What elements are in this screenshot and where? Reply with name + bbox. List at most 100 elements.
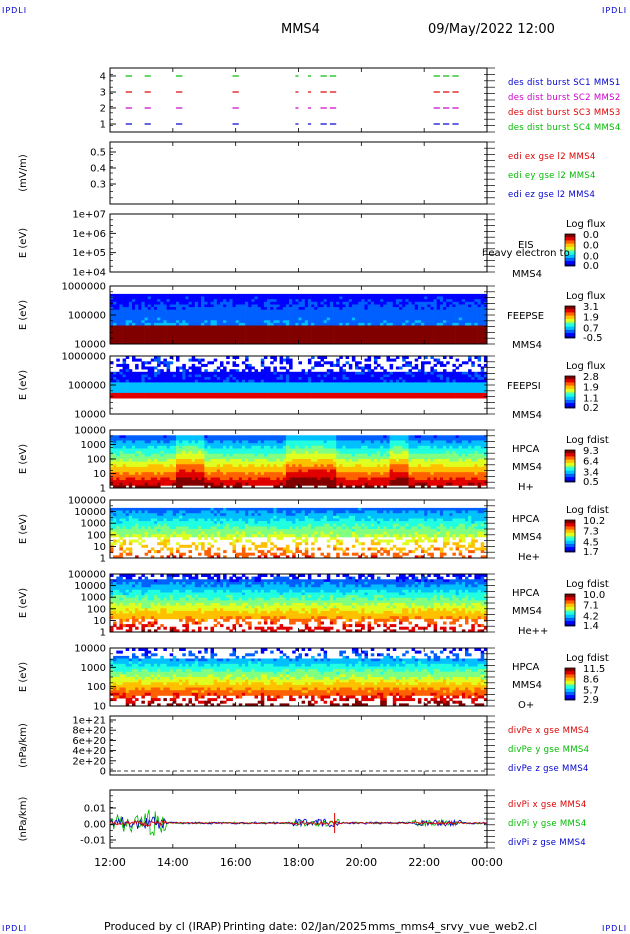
spectrogram-cell (235, 293, 240, 297)
spectrogram-cell (204, 307, 208, 311)
spectrogram-cell (198, 385, 202, 388)
spectrogram-cell (421, 390, 425, 394)
spectrogram-cell (150, 374, 155, 378)
spectrogram-cell (210, 328, 214, 332)
spectrogram-cell (182, 328, 186, 332)
spectrogram-cell (436, 301, 441, 305)
spectrogram-cell (251, 377, 255, 381)
spectrogram-cell (474, 379, 478, 383)
spectrogram-cell (172, 312, 177, 316)
spectrogram-cell (471, 448, 475, 452)
spectrogram-cell (411, 392, 416, 396)
spectrogram-cell (455, 325, 460, 329)
spectrogram-cell (150, 451, 155, 455)
spectrogram-cell (471, 445, 475, 449)
spectrogram-cell (229, 304, 233, 308)
spectrogram-cell (119, 369, 123, 373)
spectrogram-cell (377, 395, 381, 399)
spectrogram-cell (348, 443, 353, 447)
spectrogram-cell (191, 448, 196, 452)
spectrogram-cell (336, 322, 340, 326)
spectrogram-cell (311, 309, 315, 313)
spectrogram-cell (147, 325, 152, 329)
colorbar-segment (565, 406, 575, 409)
spectrogram-cell (370, 309, 375, 313)
spectrogram-cell (172, 385, 177, 388)
spectrogram-cell (154, 299, 158, 303)
spectrogram-cell (273, 443, 277, 447)
spectrogram-cell (185, 307, 189, 311)
spectrogram-cell (116, 448, 120, 452)
spectrogram-cell (417, 445, 422, 449)
spectrogram-cell (471, 363, 475, 367)
spectrogram-cell (235, 304, 240, 308)
spectrogram-cell (317, 443, 321, 447)
spectrogram-cell (461, 443, 466, 447)
spectrogram-cell (207, 330, 211, 334)
spectrogram-cell (232, 445, 236, 449)
spectrogram-cell (135, 443, 139, 447)
spectrogram-cell (383, 320, 387, 324)
spectrogram-cell (282, 437, 287, 441)
spectrogram-cell (455, 299, 460, 303)
spectrogram-cell (468, 385, 472, 388)
spectrogram-cell (216, 317, 221, 321)
spectrogram-cell (270, 328, 274, 332)
spectrogram-cell (424, 296, 428, 300)
spectrogram-cell (235, 390, 240, 394)
spectrogram-cell (210, 293, 214, 297)
spectrogram-cell (361, 437, 365, 441)
spectrogram-cell (248, 317, 252, 321)
spectrogram-cell (128, 296, 133, 300)
spectrogram-cell (408, 377, 412, 381)
spectrogram-cell (147, 312, 152, 316)
spectrogram-cell (399, 320, 403, 324)
spectrogram-cell (449, 341, 453, 345)
spectrogram-cell (216, 296, 221, 300)
spectrogram-cell (157, 363, 161, 367)
spectrogram-cell (210, 443, 214, 447)
spectrogram-cell (326, 293, 331, 297)
spectrogram-cell (311, 307, 315, 311)
spectrogram-cell (351, 379, 356, 383)
spectrogram-cell (251, 341, 255, 345)
spectrogram-cell (198, 293, 202, 297)
spectrogram-cell (449, 320, 453, 324)
spectrogram-cell (373, 435, 378, 439)
spectrogram-cell (235, 341, 240, 345)
panel-1 (109, 67, 495, 133)
spectrogram-cell (182, 390, 186, 394)
spectrogram-cell (333, 338, 337, 342)
spectrogram-cell (169, 312, 174, 316)
spectrogram-cell (119, 379, 123, 383)
spectrogram-cell (449, 336, 453, 340)
spectrogram-cell (389, 390, 394, 394)
spectrogram-cell (458, 315, 463, 318)
spectrogram-cell (116, 309, 120, 313)
spectrogram-cell (169, 392, 174, 396)
spectrogram-cell (204, 445, 208, 449)
spectrogram-cell (452, 299, 456, 303)
spectrogram-cell (317, 309, 321, 313)
spectrogram-cell (399, 395, 403, 399)
spectrogram-cell (128, 369, 133, 373)
spectrogram-cell (446, 395, 450, 399)
spectrogram-cell (185, 443, 189, 447)
spectrogram-cell (424, 304, 428, 308)
spectrogram-cell (119, 445, 123, 449)
spectrogram-cell (282, 293, 287, 297)
spectrogram-cell (248, 377, 252, 381)
spectrogram-cell (389, 451, 394, 455)
spectrogram-cell (367, 363, 372, 367)
spectrogram-cell (370, 307, 375, 311)
spectrogram-cell (157, 369, 161, 373)
spectrogram-cell (339, 437, 343, 441)
spectrogram-cell (430, 387, 434, 391)
spectrogram-cell (254, 395, 258, 399)
spectrogram-cell (417, 299, 422, 303)
spectrogram-cell (399, 293, 403, 297)
spectrogram-cell (339, 299, 343, 303)
spectrogram-cell (307, 333, 312, 337)
spectrogram-cell (471, 309, 475, 313)
spectrogram-cell (474, 301, 478, 305)
